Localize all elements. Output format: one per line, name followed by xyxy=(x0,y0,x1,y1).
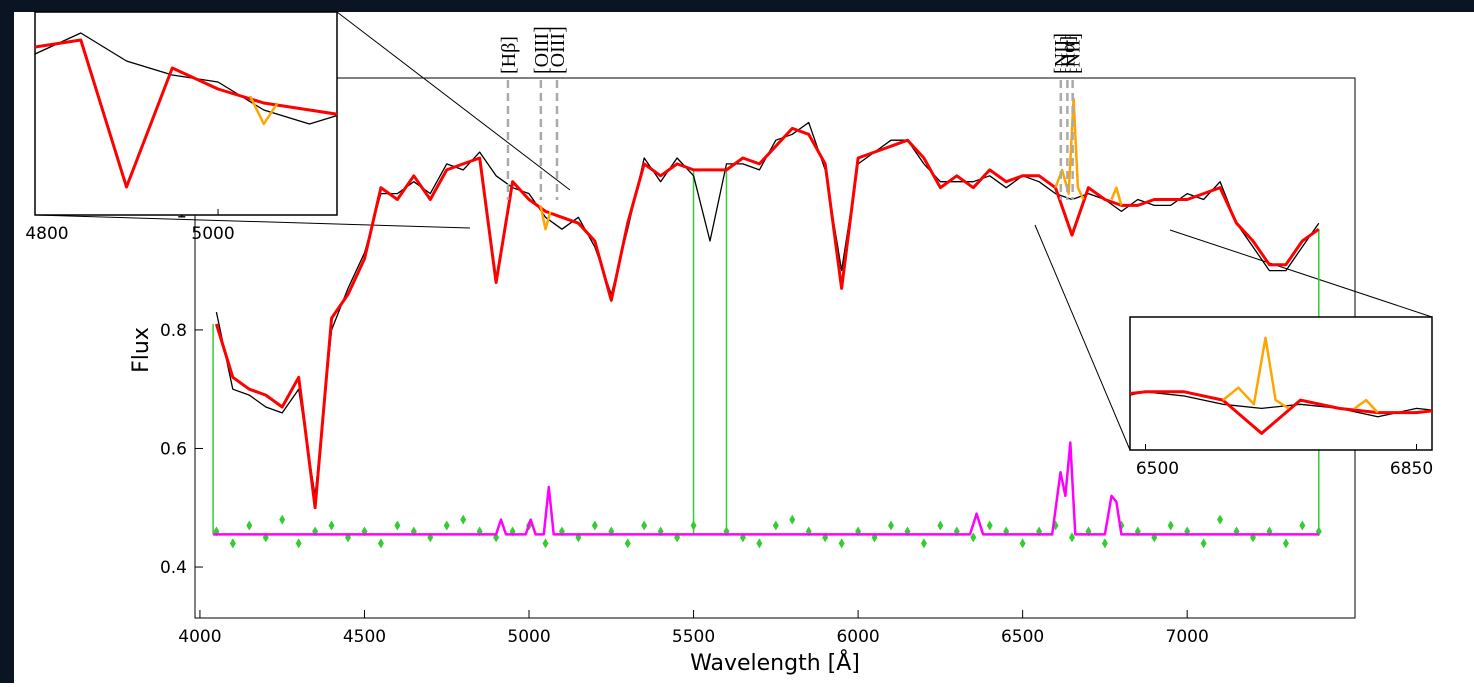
residual-point xyxy=(756,538,763,549)
x-tick-label: 6500 xyxy=(1001,627,1044,647)
residual-point xyxy=(279,514,286,525)
zoom-connector xyxy=(336,11,571,191)
residual-point xyxy=(937,520,944,531)
residual-point xyxy=(328,520,335,531)
residual-point xyxy=(1167,520,1174,531)
residual-point xyxy=(591,520,598,531)
spectrum-line xyxy=(1130,391,1432,418)
x-tick-label: 4500 xyxy=(343,627,386,647)
inset-tick-label: 6500 xyxy=(1136,459,1179,479)
x-tick-label: 5000 xyxy=(507,627,550,647)
emission-label: [OIII] xyxy=(547,26,569,74)
spectrum-line xyxy=(214,126,1320,510)
spectrum-line xyxy=(248,95,279,126)
inset-plot xyxy=(1130,336,1432,435)
photo-strip xyxy=(0,0,14,683)
residual-point xyxy=(690,520,697,531)
residual-point xyxy=(641,520,648,531)
spectrum-line xyxy=(1130,390,1432,435)
spectrum-line xyxy=(1222,336,1379,414)
inset-plot xyxy=(35,32,337,189)
emission-label: [Hβ] xyxy=(498,36,520,74)
residual-point xyxy=(1200,538,1207,549)
residual-point xyxy=(295,538,302,549)
y-axis-label: Flux xyxy=(129,327,154,373)
inset-frame xyxy=(34,11,338,216)
residual-point xyxy=(542,538,549,549)
y-tick-label: 0.6 xyxy=(160,439,187,459)
residual-point xyxy=(443,520,450,531)
residual-point xyxy=(377,538,384,549)
residual-point xyxy=(1019,538,1026,549)
inset-tick-label: 4800 xyxy=(25,224,68,244)
photo-strip xyxy=(0,0,1474,12)
emission-label: [NII] xyxy=(1063,33,1085,74)
residual-point xyxy=(460,514,467,525)
zoom-connector xyxy=(34,214,471,229)
residual-point xyxy=(772,520,779,531)
residual-point xyxy=(1299,520,1306,531)
x-tick-label: 5500 xyxy=(672,627,715,647)
residual-point xyxy=(1282,538,1289,549)
residual-point xyxy=(1068,532,1075,543)
x-axis-label: Wavelength [Å] xyxy=(690,649,860,676)
residual-point xyxy=(920,538,927,549)
residual-point xyxy=(624,538,631,549)
residual-point xyxy=(229,538,236,549)
residual-point xyxy=(986,520,993,531)
emission-label: [OIII] xyxy=(531,26,553,74)
residual-point xyxy=(838,538,845,549)
inset-tick-label: 6850 xyxy=(1390,459,1433,479)
y-tick-label: 0.8 xyxy=(160,321,187,341)
residual-point xyxy=(970,532,977,543)
inset-tick-label: 5000 xyxy=(191,224,234,244)
residual-point xyxy=(1101,538,1108,549)
zoom-connector xyxy=(1034,224,1131,451)
y-tick-label: 0.4 xyxy=(160,558,187,578)
residual-point xyxy=(1217,514,1224,525)
x-tick-label: 7000 xyxy=(1166,627,1209,647)
emission-label: [NII] xyxy=(1051,33,1073,74)
residual-point xyxy=(394,520,401,531)
x-tick-label: 6000 xyxy=(836,627,879,647)
residual-point xyxy=(246,520,253,531)
residual-point xyxy=(789,514,796,525)
inset-frame xyxy=(1129,316,1433,451)
emission-label: [Hα] xyxy=(1057,36,1079,74)
residual-point xyxy=(888,520,894,531)
spectrum-line xyxy=(213,441,1319,536)
zoom-connector xyxy=(1169,229,1433,318)
x-tick-label: 4000 xyxy=(178,627,221,647)
